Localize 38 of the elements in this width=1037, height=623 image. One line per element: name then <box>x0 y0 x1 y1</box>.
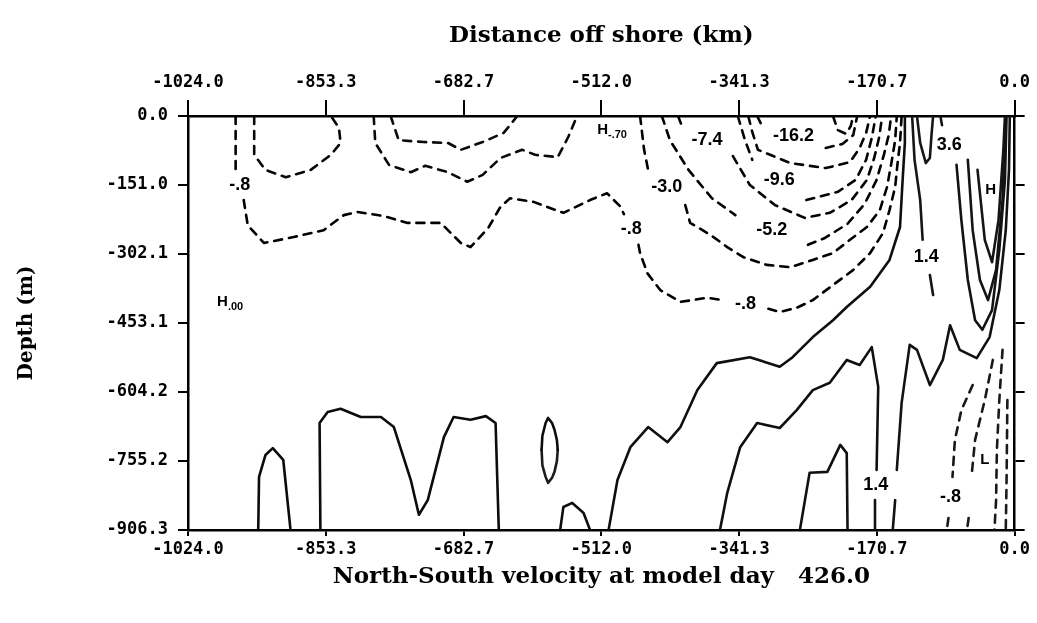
annotation: -.8 <box>734 293 756 314</box>
annotation: -3.0 <box>651 176 683 197</box>
x2-tick-label: -341.3 <box>708 71 770 92</box>
x2-tick-label: -512.0 <box>570 71 633 92</box>
x2-tick-label: -682.7 <box>432 71 495 92</box>
x-tick-label: -1024.0 <box>152 537 224 558</box>
x-tick-label: -853.3 <box>295 537 357 558</box>
y-tick-label: -302.1 <box>106 242 168 263</box>
x2-tick-label: -853.3 <box>295 71 357 92</box>
y-tick-label: 0.0 <box>137 104 168 125</box>
y-tick-label: -453.1 <box>106 311 168 332</box>
annotation: 1.4 <box>913 246 939 267</box>
annotation: -7.4 <box>691 129 723 150</box>
annotation: L <box>980 450 990 468</box>
x-tick-label: 0.0 <box>999 537 1031 558</box>
annotation: 3.6 <box>936 133 962 154</box>
x-tick-label: -341.3 <box>708 537 770 558</box>
annotation: -.8 <box>620 218 642 239</box>
x2-tick-label: -1024.0 <box>152 71 224 92</box>
annotation: H <box>985 180 997 198</box>
annotation: -9.6 <box>763 168 795 189</box>
x-tick-label: -170.7 <box>846 537 908 558</box>
y-tick-label: -906.3 <box>106 518 168 539</box>
annotation: 1.4 <box>863 474 889 495</box>
y-tick-label: -151.0 <box>106 173 168 194</box>
y-axis-title: Depth (m) <box>13 265 38 381</box>
y-tick-label: -604.2 <box>106 380 168 401</box>
x2-tick-label: 0.0 <box>999 71 1031 92</box>
annotation: -.8 <box>229 173 251 194</box>
x2-axis-title: Distance off shore (km) <box>449 19 754 47</box>
x-tick-label: -512.0 <box>570 537 633 558</box>
x2-tick-label: -170.7 <box>846 71 908 92</box>
annotation: -5.2 <box>756 218 788 239</box>
annotation: -.8 <box>939 486 961 507</box>
annotation: -16.2 <box>772 125 814 146</box>
x-axis-title: North-South velocity at model day 426.0 <box>332 561 870 589</box>
y-tick-label: -755.2 <box>106 449 168 470</box>
x-tick-label: -682.7 <box>432 537 495 558</box>
